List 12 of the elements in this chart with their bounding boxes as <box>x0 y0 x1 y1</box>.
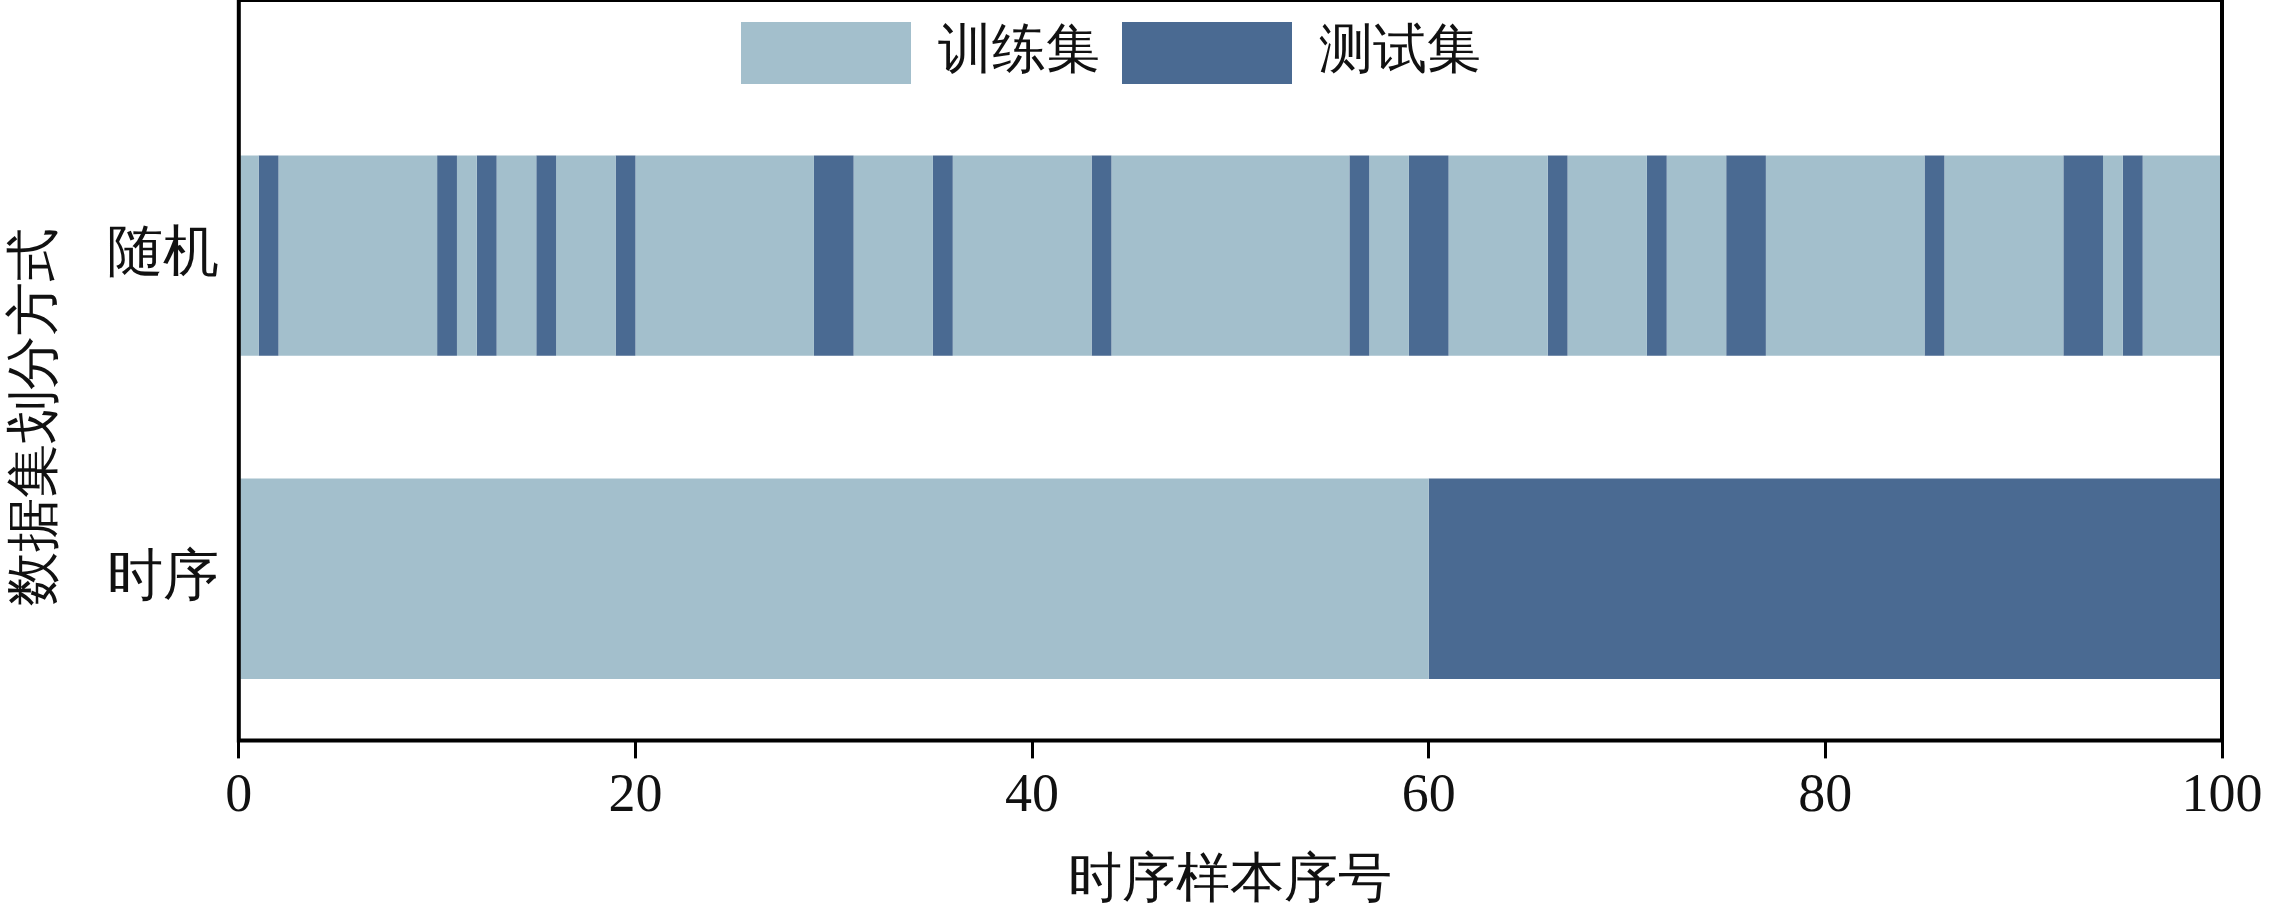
y-tick-label: 时序 <box>106 543 219 606</box>
x-tick-label: 40 <box>1005 762 1060 823</box>
y-tick-label: 随机 <box>106 220 219 283</box>
legend-label: 测试集 <box>1319 19 1481 80</box>
x-tick-label: 0 <box>225 762 253 823</box>
x-tick-label: 100 <box>2181 762 2263 823</box>
x-tick-label: 80 <box>1798 762 1853 823</box>
x-tick-label: 60 <box>1401 762 1456 823</box>
y-axis-title: 数据集划分方式 <box>2 228 63 607</box>
x-tick-label: 20 <box>608 762 663 823</box>
x-axis-title: 时序样本序号 <box>1068 847 1393 908</box>
legend-label: 训练集 <box>938 19 1100 80</box>
